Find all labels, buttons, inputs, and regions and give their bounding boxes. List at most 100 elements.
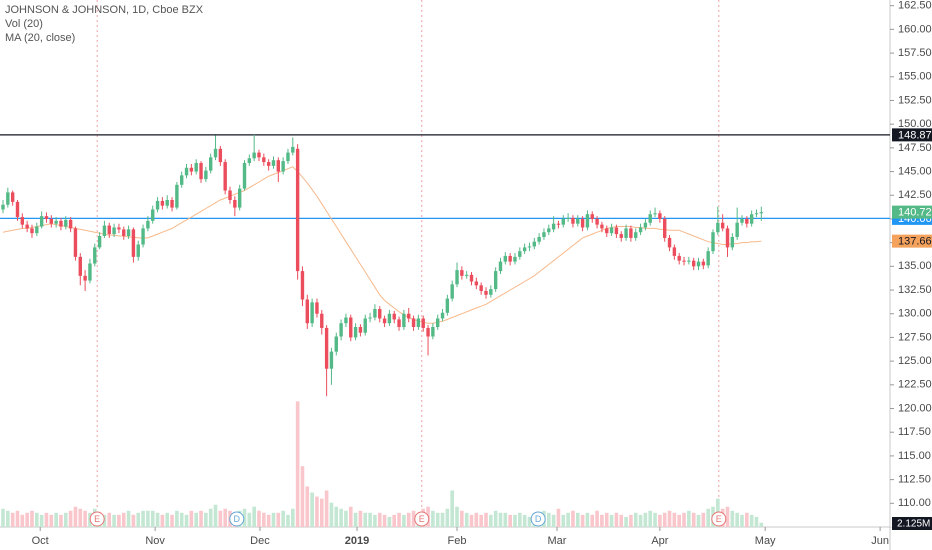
candle-body <box>339 323 343 337</box>
candle-body <box>305 299 309 324</box>
volume-bar <box>411 510 416 527</box>
volume-bar <box>73 506 78 527</box>
volume-bar <box>561 514 566 527</box>
volume-bar <box>431 510 435 527</box>
volume-label-bg <box>892 517 932 530</box>
volume-bar <box>363 512 368 527</box>
volume-bar <box>566 512 570 527</box>
volume-bar <box>435 512 440 527</box>
candle-body <box>440 312 445 319</box>
volume-bar <box>696 514 701 527</box>
x-tick-label: Mar <box>548 535 567 547</box>
y-tick-label: 145.00 <box>898 165 932 177</box>
volume-bar <box>179 512 184 527</box>
candle-body <box>247 158 252 164</box>
volume-bar <box>662 512 667 527</box>
volume-bar <box>368 512 372 527</box>
candle-body <box>291 146 295 153</box>
volume-bar <box>291 508 295 527</box>
volume-bar <box>20 514 25 527</box>
volume-bar <box>498 512 503 527</box>
candle-body <box>745 218 749 224</box>
volume-bar <box>556 508 561 527</box>
candle-body <box>561 218 565 225</box>
hline-label: 148.87 <box>898 129 932 141</box>
volume-bar <box>141 510 145 527</box>
event-marker <box>229 511 245 527</box>
price-axis-bg <box>890 0 932 527</box>
candle-body <box>711 232 715 252</box>
candle-body <box>730 236 735 248</box>
candle-body <box>218 148 223 163</box>
volume-bar <box>508 514 512 527</box>
candle-body <box>445 298 450 313</box>
candle-body <box>54 220 58 224</box>
volume-bar <box>527 516 532 527</box>
candle-body <box>160 200 165 206</box>
volume-bar <box>126 510 131 527</box>
candle-body <box>551 223 556 230</box>
volume-bar <box>271 512 276 527</box>
ma-line <box>2 166 762 324</box>
volume-bar <box>305 486 310 527</box>
candle-body <box>122 229 126 237</box>
candle-body <box>638 227 643 233</box>
volume-bar <box>63 512 68 527</box>
ma-title: MA (20, close) <box>5 32 75 44</box>
candle-body <box>431 327 435 337</box>
candle-body <box>64 219 68 227</box>
volume-bar <box>377 512 382 527</box>
candle-body <box>643 222 648 228</box>
volume-bar <box>373 514 377 527</box>
candle-body <box>78 256 82 276</box>
candle-body <box>349 317 353 338</box>
volume-bar <box>624 516 628 527</box>
volume-bar <box>286 514 290 527</box>
volume-bar <box>218 510 223 527</box>
candle-body <box>556 223 561 225</box>
candle-body <box>503 255 508 262</box>
y-tick-label: 162.50 <box>898 0 932 12</box>
candle-body <box>131 229 136 257</box>
candle-body <box>126 229 131 237</box>
candle-body <box>493 271 498 290</box>
candle-body <box>629 228 633 238</box>
candle-body <box>547 228 551 233</box>
candle-body <box>619 234 623 238</box>
candle-body <box>170 199 174 208</box>
candle-body <box>716 222 720 233</box>
volume-bar <box>25 512 29 527</box>
candle-body <box>165 199 169 206</box>
candle-body <box>373 308 377 318</box>
volume-bar <box>629 514 633 527</box>
candle-body <box>600 224 604 229</box>
candle-body <box>605 228 609 234</box>
event-label: D <box>234 514 241 524</box>
candle-body <box>93 247 97 264</box>
x-tick-label: Oct <box>32 535 49 547</box>
volume-bar <box>551 514 556 527</box>
volume-bar <box>706 508 710 527</box>
volume-bar <box>469 514 474 527</box>
volume-bar <box>658 514 662 527</box>
candle-body <box>141 228 145 245</box>
candle-body <box>117 227 121 230</box>
volume-bar <box>300 466 305 527</box>
ma-label-bg <box>892 234 932 248</box>
candle-body <box>479 285 483 291</box>
volume-bar <box>464 512 469 527</box>
candle-body <box>83 275 87 281</box>
y-tick-label: 120.00 <box>898 402 932 414</box>
candle-body <box>281 161 285 172</box>
volume-bar <box>131 514 136 527</box>
candle-body <box>392 313 396 320</box>
volume-bar <box>35 512 39 527</box>
candle-body <box>585 214 590 228</box>
event-label: E <box>716 514 722 524</box>
candle-body <box>155 200 160 210</box>
candle-body <box>194 163 198 172</box>
candle-body <box>532 241 536 247</box>
volume-label: 2.125M <box>897 519 930 530</box>
y-tick-label: 160.00 <box>898 23 932 35</box>
